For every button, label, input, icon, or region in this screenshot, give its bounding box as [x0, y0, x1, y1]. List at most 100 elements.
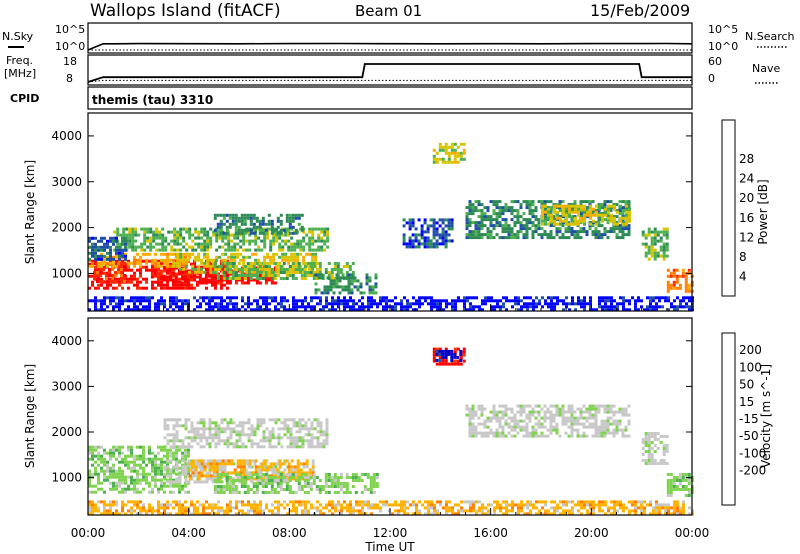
- power-cell: [94, 257, 97, 261]
- power-cell: [441, 230, 445, 234]
- power-cell: [248, 239, 252, 243]
- power-cell: [615, 203, 619, 207]
- velocity-cell: [273, 476, 277, 479]
- velocity-cell: [256, 480, 260, 484]
- power-cell: [513, 224, 517, 228]
- velocity-cell: [91, 503, 94, 507]
- power-cell: [525, 218, 529, 222]
- velocity-cell: [115, 469, 118, 473]
- power-cell: [221, 270, 225, 274]
- power-cell: [317, 245, 321, 249]
- power-cell: [468, 230, 472, 234]
- velocity-cell: [216, 485, 220, 488]
- velocity-cell: [303, 482, 307, 485]
- power-cell: [525, 206, 529, 210]
- velocity-cell: [109, 469, 112, 473]
- velocity-cell: [272, 468, 276, 472]
- power-cell: [469, 302, 472, 306]
- power-cell: [553, 308, 556, 312]
- velocity-cell: [242, 474, 246, 478]
- velocity-cell: [441, 352, 445, 356]
- power-cell: [450, 224, 454, 228]
- velocity-cell: [221, 459, 225, 463]
- velocity-cell: [444, 355, 448, 359]
- velocity-cell: [559, 512, 562, 516]
- power-cell: [257, 245, 261, 249]
- velocity-cell: [580, 500, 583, 504]
- velocity-cell: [406, 506, 409, 510]
- power-cell: [323, 230, 327, 234]
- power-cell: [270, 281, 274, 285]
- power-cell: [103, 245, 106, 249]
- velocity-cell: [290, 459, 294, 463]
- power-cell: [619, 204, 622, 208]
- velocity-cell: [438, 358, 442, 362]
- power-cell: [99, 271, 102, 274]
- velocity-cell: [316, 500, 319, 504]
- power-cell: [286, 308, 289, 312]
- power-cell: [177, 269, 181, 273]
- power-cell: [364, 305, 367, 309]
- velocity-cell: [133, 487, 136, 491]
- velocity-cell: [175, 465, 179, 469]
- velocity-cell: [151, 512, 154, 516]
- velocity-cell: [243, 479, 247, 482]
- power-cell: [313, 305, 316, 309]
- power-cell: [219, 219, 223, 223]
- velocity-cell: [124, 478, 127, 482]
- power-cell: [550, 207, 553, 211]
- power-cell: [480, 215, 484, 219]
- power-cell: [216, 277, 220, 280]
- velocity-cell: [160, 463, 163, 467]
- power-cell: [176, 255, 180, 259]
- power-cell: [242, 239, 246, 243]
- power-cell: [474, 209, 478, 213]
- velocity-cell: [109, 466, 112, 470]
- power-cell: [675, 286, 679, 290]
- power-cell: [274, 296, 277, 300]
- power-cell: [511, 299, 514, 303]
- power-cell: [124, 257, 127, 261]
- power-cell: [441, 221, 445, 225]
- power-cell: [662, 248, 666, 252]
- velocity-cell: [412, 500, 415, 504]
- power-cell: [292, 308, 295, 312]
- velocity-cell: [294, 473, 298, 476]
- power-cell: [370, 302, 373, 306]
- power-cell: [367, 308, 370, 312]
- power-cell: [507, 230, 511, 234]
- power-cell: [627, 233, 631, 237]
- velocity-cell: [259, 471, 263, 475]
- velocity-cell: [534, 434, 538, 438]
- power-cell: [597, 233, 601, 237]
- power-cell: [181, 252, 184, 256]
- power-cell: [239, 233, 243, 237]
- velocity-cell: [187, 480, 191, 484]
- power-cell: [223, 308, 226, 312]
- power-cell: [184, 255, 187, 259]
- power-cell: [312, 274, 316, 277]
- power-cell: [480, 212, 484, 216]
- velocity-cell: [259, 506, 262, 510]
- velocity-cell: [181, 506, 184, 510]
- power-cell: [188, 255, 192, 259]
- velocity-cell: [88, 457, 91, 461]
- power-cell: [122, 230, 126, 234]
- power-cell: [88, 262, 91, 266]
- velocity-cell: [272, 474, 276, 478]
- velocity-cell: [231, 482, 235, 485]
- power-cell: [603, 200, 607, 204]
- power-cell: [305, 233, 309, 237]
- velocity-cell: [277, 512, 280, 516]
- power-cell: [258, 262, 262, 265]
- power-cell: [184, 252, 187, 256]
- power-cell: [281, 255, 285, 259]
- power-cell: [347, 282, 351, 286]
- power-cell: [221, 233, 225, 237]
- velocity-cell: [166, 448, 169, 452]
- power-cell: [228, 216, 232, 220]
- power-cell: [347, 279, 351, 283]
- power-cell: [228, 271, 232, 274]
- power-cell: [676, 308, 679, 312]
- velocity-cell: [231, 488, 235, 491]
